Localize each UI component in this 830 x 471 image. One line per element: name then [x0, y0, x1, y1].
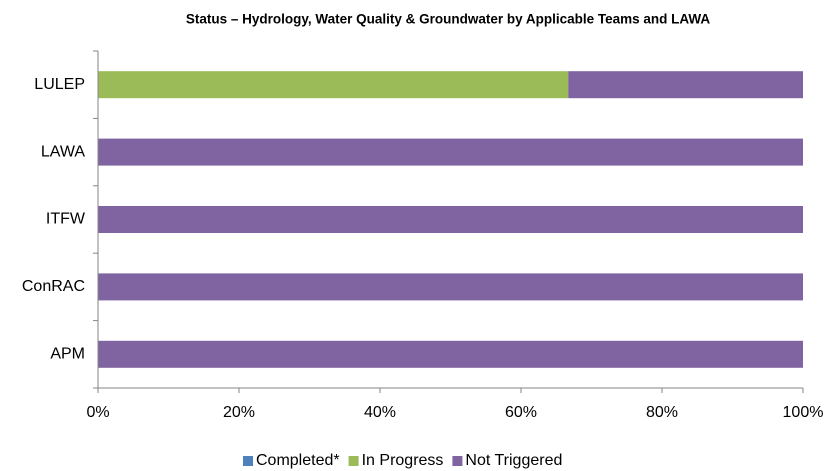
- bar-segment: [568, 71, 803, 99]
- x-tick-label: 20%: [223, 404, 255, 421]
- legend-swatch: [243, 456, 253, 466]
- bar-segment: [98, 340, 803, 368]
- x-tick-label: 40%: [364, 404, 396, 421]
- x-tick-label: 0%: [86, 404, 109, 421]
- y-tick-label: LULEP: [34, 76, 85, 93]
- bar-segment: [98, 138, 803, 166]
- y-tick-label: APM: [50, 346, 85, 363]
- legend-label: Not Triggered: [465, 452, 562, 469]
- y-tick-label: ITFW: [46, 211, 86, 228]
- legend-label: Completed*: [256, 452, 340, 469]
- y-tick-label: ConRAC: [22, 278, 85, 295]
- legend-swatch: [452, 456, 463, 466]
- bar-segment: [98, 273, 803, 301]
- x-tick-label: 100%: [783, 404, 824, 421]
- chart-title: Status – Hydrology, Water Quality & Grou…: [186, 12, 711, 27]
- y-tick-label: LAWA: [41, 143, 85, 160]
- x-tick-label: 80%: [646, 404, 678, 421]
- bar-segment: [98, 71, 569, 99]
- legend-label: In Progress: [362, 452, 444, 469]
- x-tick-label: 60%: [505, 404, 537, 421]
- bar-segment: [98, 206, 803, 233]
- legend-swatch: [348, 456, 359, 466]
